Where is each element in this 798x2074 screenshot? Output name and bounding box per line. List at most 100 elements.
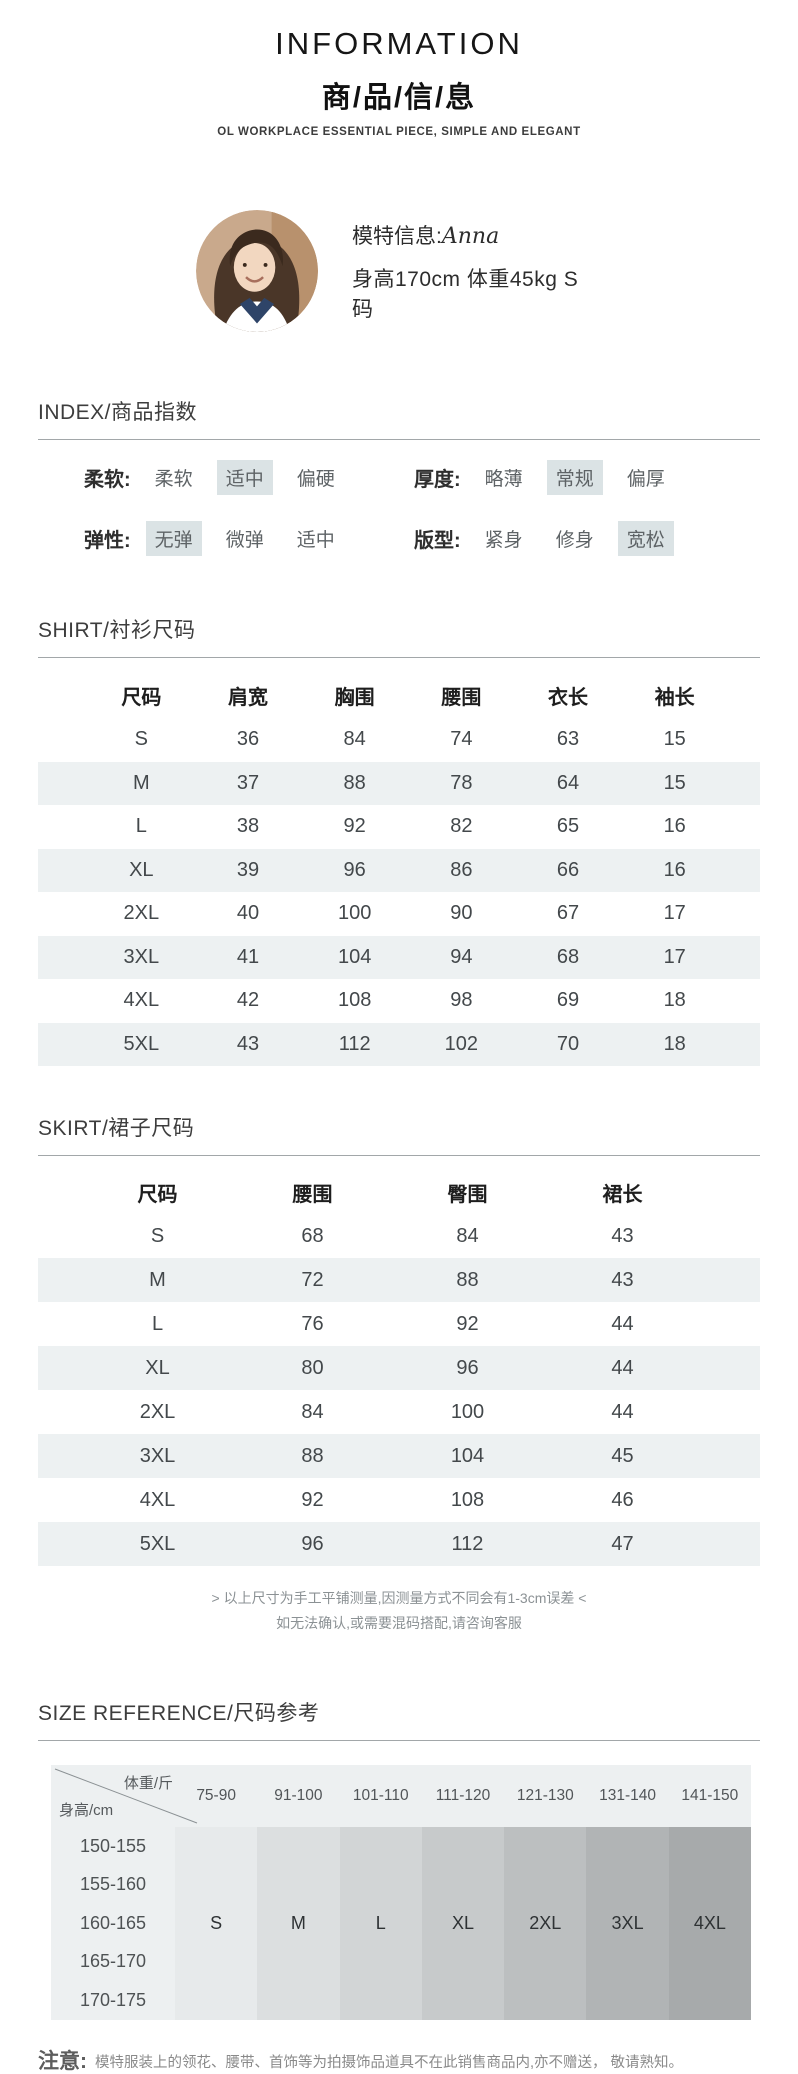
footer-note-label: 注意: — [38, 2050, 87, 2073]
table-cell: 88 — [390, 1269, 545, 1292]
weight-column-header: 121-130 — [504, 1765, 586, 1827]
table-cell: 76 — [235, 1313, 390, 1336]
table-cell: 16 — [621, 859, 728, 882]
table-cell: 94 — [408, 946, 515, 969]
index-section-title: INDEX/商品指数 — [38, 396, 760, 426]
model-info-section: 模特信息:Anna 身高170cm 体重45kg S 码 — [0, 210, 798, 332]
column-header: 肩宽 — [195, 681, 302, 710]
index-divider — [38, 439, 760, 440]
weight-column-header: 131-140 — [586, 1765, 668, 1827]
column-header: 衣长 — [515, 681, 622, 710]
size-column: 4XL — [669, 1827, 751, 2020]
table-cell: 65 — [515, 815, 622, 838]
table-cell: 78 — [408, 772, 515, 795]
attribute-label: 弹性: — [84, 524, 131, 553]
table-cell: 18 — [621, 989, 728, 1012]
attribute-option: 微弹 — [217, 521, 273, 556]
height-row-label: 165-170 — [51, 1943, 175, 1982]
height-row-label: 155-160 — [51, 1866, 175, 1905]
size-reference-corner-cell: 体重/斤 身高/cm — [51, 1765, 175, 1827]
table-cell: 47 — [545, 1533, 700, 1556]
table-cell: 96 — [235, 1533, 390, 1556]
table-cell: 41 — [195, 946, 302, 969]
index-section: INDEX/商品指数 柔软:柔软适中偏硬厚度:略薄常规偏厚弹性:无弹微弹适中版型… — [38, 396, 760, 556]
table-cell: 15 — [621, 772, 728, 795]
weight-column-header: 111-120 — [422, 1765, 504, 1827]
attribute-option: 柔软 — [146, 460, 202, 495]
table-cell: 43 — [545, 1225, 700, 1248]
attribute-label: 版型: — [414, 524, 461, 553]
table-cell: 86 — [408, 859, 515, 882]
table-cell: 90 — [408, 902, 515, 925]
shirt-section-title: SHIRT/衬衫尺码 — [38, 614, 760, 644]
table-header-row: 尺码腰围臀围裙长 — [38, 1170, 760, 1214]
size-column: 2XL — [504, 1827, 586, 2020]
table-cell: 92 — [235, 1489, 390, 1512]
skirt-section-title: SKIRT/裙子尺码 — [38, 1112, 760, 1142]
table-cell: 98 — [408, 989, 515, 1012]
table-cell: 88 — [301, 772, 408, 795]
table-cell: 66 — [515, 859, 622, 882]
table-cell: L — [88, 815, 195, 838]
table-cell: 112 — [301, 1033, 408, 1056]
note-line: 如无法确认,或需要混码搭配,请咨询客服 — [38, 1611, 760, 1636]
size-column: L — [340, 1827, 422, 2020]
table-cell: 108 — [390, 1489, 545, 1512]
table-cell: 2XL — [88, 902, 195, 925]
attribute-option: 略薄 — [476, 460, 532, 495]
size-column: M — [257, 1827, 339, 2020]
table-cell: 69 — [515, 989, 622, 1012]
attribute-option: 修身 — [547, 521, 603, 556]
table-cell: 96 — [301, 859, 408, 882]
table-cell: 72 — [235, 1269, 390, 1292]
model-stats: 身高170cm 体重45kg S 码 — [352, 263, 602, 323]
table-cell: 39 — [195, 859, 302, 882]
table-cell: 44 — [545, 1357, 700, 1380]
table-cell: 92 — [301, 815, 408, 838]
model-text-block: 模特信息:Anna 身高170cm 体重45kg S 码 — [352, 220, 602, 323]
model-label-line: 模特信息:Anna — [352, 220, 602, 250]
table-cell: 102 — [408, 1033, 515, 1056]
corner-height-label: 身高/cm — [59, 1799, 113, 1820]
attribute-group: 版型:紧身修身宽松 — [414, 521, 760, 556]
index-attributes: 柔软:柔软适中偏硬厚度:略薄常规偏厚弹性:无弹微弹适中版型:紧身修身宽松 — [38, 460, 760, 556]
column-header: 尺码 — [80, 1178, 235, 1207]
size-column: XL — [422, 1827, 504, 2020]
table-cell: 70 — [515, 1033, 622, 1056]
attribute-option: 偏厚 — [618, 460, 674, 495]
attribute-option-selected: 宽松 — [618, 521, 674, 556]
attribute-group: 厚度:略薄常规偏厚 — [414, 460, 760, 495]
column-header: 胸围 — [301, 681, 408, 710]
table-cell: 88 — [235, 1445, 390, 1468]
table-cell: 5XL — [88, 1033, 195, 1056]
table-cell: 84 — [390, 1225, 545, 1248]
note-line: > 以上尺寸为手工平铺测量,因测量方式不同会有1-3cm误差 < — [38, 1586, 760, 1611]
attribute-option: 适中 — [288, 521, 344, 556]
table-cell: 84 — [301, 728, 408, 751]
model-avatar — [196, 210, 318, 332]
table-cell: 36 — [195, 728, 302, 751]
table-cell: L — [80, 1313, 235, 1336]
table-cell: 43 — [195, 1033, 302, 1056]
attribute-group: 弹性:无弹微弹适中 — [84, 521, 414, 556]
weight-column-header: 101-110 — [340, 1765, 422, 1827]
table-cell: M — [80, 1269, 235, 1292]
weight-column-header: 91-100 — [257, 1765, 339, 1827]
page-header: INFORMATION 商/品/信/息 OL WORKPLACE ESSENTI… — [0, 26, 798, 138]
table-cell: 43 — [545, 1269, 700, 1292]
table-cell: 104 — [301, 946, 408, 969]
table-cell: 38 — [195, 815, 302, 838]
table-cell: S — [80, 1225, 235, 1248]
table-cell: S — [88, 728, 195, 751]
table-cell: 37 — [195, 772, 302, 795]
attribute-label: 柔软: — [84, 463, 131, 492]
table-cell: XL — [80, 1357, 235, 1380]
